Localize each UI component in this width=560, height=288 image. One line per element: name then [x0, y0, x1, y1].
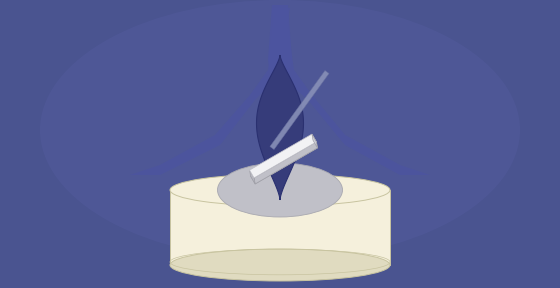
Polygon shape	[250, 134, 316, 178]
Polygon shape	[312, 134, 318, 148]
Polygon shape	[268, 5, 292, 90]
Polygon shape	[170, 190, 390, 265]
Polygon shape	[251, 140, 318, 184]
Polygon shape	[256, 55, 304, 200]
Polygon shape	[250, 170, 255, 184]
Polygon shape	[270, 71, 329, 149]
Ellipse shape	[170, 174, 390, 206]
Polygon shape	[254, 142, 318, 184]
Ellipse shape	[170, 249, 390, 281]
Ellipse shape	[40, 0, 520, 260]
Ellipse shape	[217, 163, 343, 217]
Polygon shape	[130, 8, 290, 175]
Polygon shape	[272, 8, 430, 175]
